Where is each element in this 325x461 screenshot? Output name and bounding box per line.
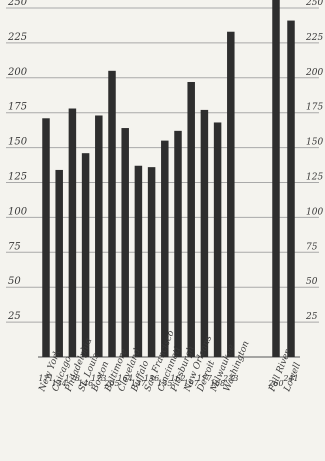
y-tick-label: 125 [8, 172, 27, 183]
y-tick-label-right: 150 [306, 138, 323, 148]
value-label: 136 [144, 374, 159, 383]
y-tick-label: 25 [7, 311, 21, 322]
bar [55, 169, 63, 357]
y-axis-right-labels: 25 50 75 100 125 150 175 200 225 250 [305, 0, 323, 322]
value-label: 164 [118, 374, 133, 383]
bar [213, 122, 222, 357]
y-tick-label: 225 [7, 32, 27, 43]
bar [200, 109, 209, 358]
value-label: 171 [38, 374, 53, 383]
y-tick-label-right: 50 [306, 277, 318, 287]
y-tick-label: 250 [7, 0, 28, 8]
y-tick-label: 150 [8, 137, 28, 148]
bar [134, 165, 143, 357]
y-tick-label-right: 100 [306, 207, 323, 217]
y-tick-label-right: 25 [305, 312, 318, 322]
value-label: 146 [78, 379, 93, 388]
bar [272, 0, 280, 357]
bar [81, 153, 90, 357]
value-label: 260 [267, 379, 283, 388]
value-label: 205 [103, 379, 119, 388]
bar [147, 167, 156, 357]
y-tick-label-right: 250 [305, 0, 323, 8]
value-label: 173 [91, 374, 106, 383]
value-label: 178 [65, 374, 80, 383]
y-tick-label: 75 [8, 241, 21, 252]
bar [227, 31, 235, 358]
value-label: 241 [282, 374, 298, 383]
value-labels: 1711341781461732051641371361551621971771… [38, 374, 298, 388]
value-label: 162 [170, 374, 185, 383]
bar [108, 70, 116, 357]
value-label: 233 [222, 374, 238, 383]
y-tick-label-right: 175 [306, 103, 323, 113]
bar [68, 108, 77, 358]
y-tick-label-right: 75 [306, 242, 318, 252]
bar [121, 128, 129, 357]
value-label: 197 [184, 379, 200, 388]
y-tick-label: 100 [8, 206, 28, 217]
y-tick-label: 50 [8, 276, 21, 287]
bar [174, 130, 182, 357]
y-tick-label-right: 125 [306, 173, 323, 183]
bar [95, 115, 103, 357]
value-label: 177 [197, 374, 213, 383]
value-label: 168 [210, 379, 225, 388]
y-tick-label: 175 [8, 102, 27, 113]
bar [161, 140, 169, 357]
y-tick-label: 200 [7, 67, 28, 78]
y-axis-left-labels: 25 50 75 100 125 150 175 200 225 250 [7, 0, 28, 322]
bar [42, 118, 50, 357]
bar [287, 20, 295, 358]
value-label: 134 [52, 379, 67, 388]
value-label: 137 [131, 379, 147, 388]
value-label: 155 [157, 379, 172, 388]
y-tick-label-right: 200 [305, 68, 323, 78]
bars [42, 0, 295, 358]
bar [187, 81, 195, 357]
y-tick-label-right: 225 [305, 33, 323, 43]
